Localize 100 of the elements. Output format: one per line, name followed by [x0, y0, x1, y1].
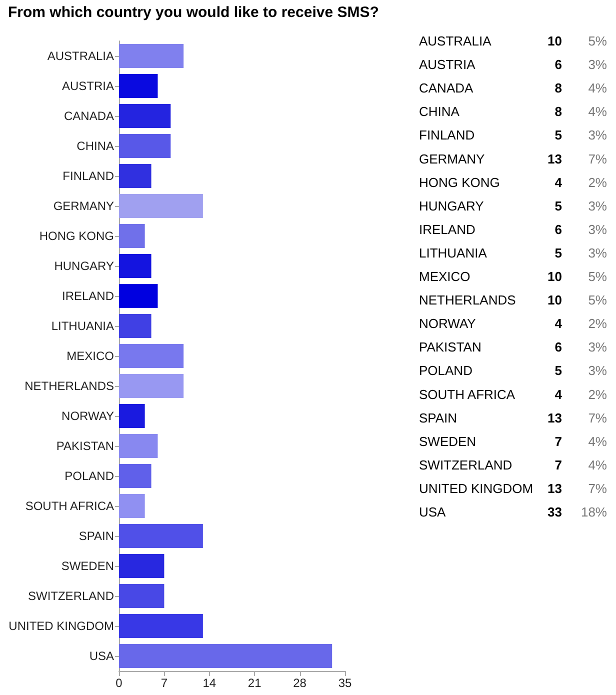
- bar: [119, 614, 203, 638]
- data-label: 7%: [588, 480, 608, 496]
- data-label: 3%: [588, 363, 608, 378]
- y-tick-label: CHINA: [76, 139, 114, 153]
- data-label: 13: [548, 151, 562, 166]
- x-tick-label: 35: [338, 676, 352, 690]
- category-label: PAKISTAN: [419, 340, 482, 355]
- data-label: 5%: [588, 292, 608, 308]
- category-label: LITHUANIA: [419, 245, 488, 260]
- y-tick-label: AUSTRIA: [62, 79, 114, 93]
- bar: [119, 404, 145, 428]
- data-label: 4%: [588, 104, 608, 120]
- data-label: 3%: [588, 340, 608, 355]
- bar: [119, 104, 171, 128]
- y-tick-label: SPAIN: [78, 529, 114, 543]
- category-label: CHINA: [419, 104, 460, 120]
- data-label: 6: [554, 57, 562, 72]
- category-label: UNITED KINGDOM: [419, 480, 534, 496]
- data-label: 10: [548, 292, 562, 308]
- category-label: POLAND: [419, 363, 472, 378]
- category-label: AUSTRALIA: [419, 34, 492, 48]
- x-tick-label: 14: [202, 676, 216, 690]
- y-tick-label: HUNGARY: [54, 259, 114, 273]
- data-label: 4: [554, 386, 563, 402]
- data-label: 4%: [588, 457, 608, 472]
- y-tick-label: IRELAND: [62, 289, 114, 303]
- y-tick-label: NETHERLANDS: [24, 379, 114, 393]
- y-tick-label: AUSTRALIA: [47, 49, 114, 63]
- data-label: 8: [554, 104, 562, 120]
- bar: [119, 494, 145, 518]
- category-label: SWEDEN: [419, 434, 476, 449]
- y-tick-label: LITHUANIA: [51, 319, 114, 333]
- data-label: 3%: [588, 222, 608, 237]
- data-label: 3%: [588, 198, 608, 214]
- y-tick-label: HONG KONG: [39, 229, 114, 243]
- category-label: USA: [419, 504, 446, 520]
- bar: [119, 314, 152, 338]
- data-label: 6: [554, 222, 562, 237]
- data-label: 4: [554, 174, 563, 190]
- bar: [119, 74, 158, 98]
- category-label: SPAIN: [419, 410, 458, 426]
- data-label: 3%: [588, 128, 608, 143]
- category-label: HUNGARY: [419, 198, 484, 214]
- data-label: 5: [554, 363, 562, 378]
- y-tick-label: POLAND: [64, 469, 114, 483]
- y-tick-label: MEXICO: [66, 349, 114, 363]
- bar: [119, 434, 158, 458]
- bar: [119, 194, 203, 218]
- x-tick-label: 0: [116, 676, 123, 690]
- category-label: CANADA: [419, 80, 474, 96]
- data-label: 3%: [588, 245, 608, 260]
- data-label: 2%: [588, 174, 608, 190]
- y-tick-label: PAKISTAN: [56, 439, 114, 453]
- category-label: IRELAND: [419, 222, 476, 237]
- x-tick-label: 21: [248, 676, 262, 690]
- bar: [119, 554, 164, 578]
- y-tick-label: GERMANY: [53, 199, 114, 213]
- y-tick-label: SWEDEN: [61, 559, 114, 573]
- y-tick-label: NORWAY: [62, 409, 114, 423]
- bar: [119, 284, 158, 308]
- data-label: 7: [554, 457, 562, 472]
- data-label: 5: [554, 128, 562, 143]
- data-label: 8: [554, 80, 562, 96]
- y-tick-label: UNITED KINGDOM: [8, 619, 114, 633]
- data-label: 10: [548, 34, 562, 48]
- data-label: 2%: [588, 316, 608, 332]
- data-label: 5: [554, 198, 562, 214]
- category-label: MEXICO: [419, 269, 470, 284]
- category-label: SWITZERLAND: [419, 457, 512, 472]
- data-label: 4: [554, 316, 563, 332]
- data-label: 7%: [588, 151, 608, 166]
- x-tick-label: 28: [293, 676, 307, 690]
- category-label: FINLAND: [419, 128, 475, 143]
- category-label: NORWAY: [419, 316, 476, 332]
- bar: [119, 254, 152, 278]
- data-label: 6: [554, 340, 562, 355]
- data-label: 5%: [588, 34, 608, 48]
- bar: [119, 524, 203, 548]
- y-tick-label: USA: [89, 649, 114, 663]
- data-label: 13: [548, 480, 562, 496]
- bar: [119, 464, 152, 488]
- data-label: 2%: [588, 386, 608, 402]
- data-label: 5: [554, 245, 562, 260]
- y-tick-label: FINLAND: [62, 169, 114, 183]
- data-label: 7%: [588, 410, 608, 426]
- y-tick-label: CANADA: [64, 109, 114, 123]
- data-label: 7: [554, 434, 562, 449]
- x-tick-label: 7: [160, 676, 168, 690]
- category-label: AUSTRIA: [419, 57, 476, 72]
- y-tick-label: SOUTH AFRICA: [25, 499, 114, 513]
- data-label: 10: [548, 269, 562, 284]
- y-tick-label: SWITZERLAND: [28, 589, 114, 603]
- bar: [119, 224, 145, 248]
- bar: [119, 584, 164, 608]
- category-label: GERMANY: [419, 151, 486, 166]
- data-label: 18%: [580, 504, 608, 520]
- category-label: HONG KONG: [419, 174, 500, 190]
- bar: [119, 134, 171, 158]
- bar: [119, 44, 184, 68]
- chart-title: From which country you would like to receive SMS?: [8, 4, 379, 21]
